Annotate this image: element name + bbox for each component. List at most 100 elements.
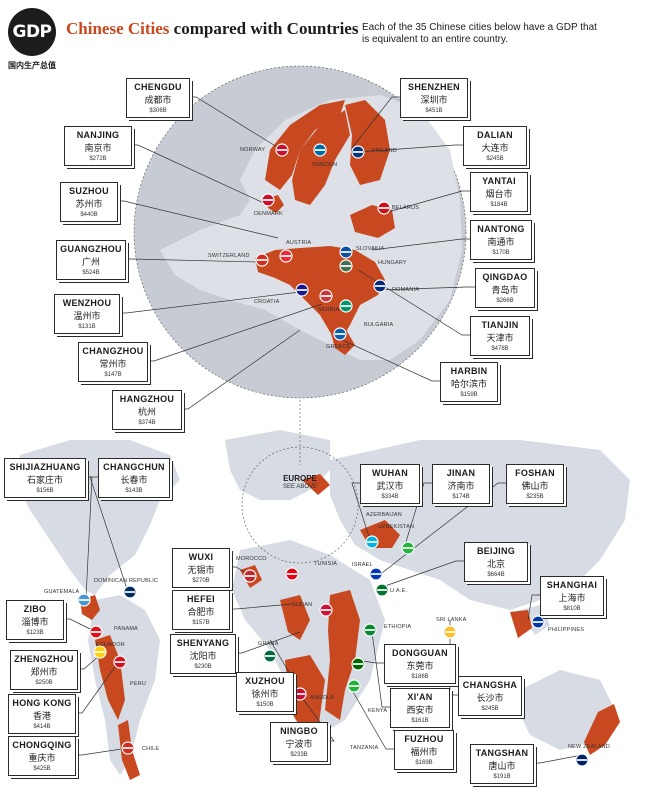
city-name-cn: 大连市 xyxy=(481,144,509,154)
city-card-harbin: HARBIN 哈尔滨市 $159B xyxy=(440,362,498,402)
country-label-morocco: MOROCCO xyxy=(236,556,267,562)
city-card-foshan: FOSHAN 佛山市 $235B xyxy=(506,464,564,504)
city-card-qingdao: QINGDAO 青岛市 $266B xyxy=(475,268,535,308)
country-label-ghana: GHANA xyxy=(258,641,279,647)
leader-line xyxy=(89,476,129,593)
city-name-en: JINAN xyxy=(446,468,476,478)
country-label-philippines: PHILIPPINES xyxy=(548,627,585,633)
city-name-cn: 长沙市 xyxy=(476,694,504,704)
city-gdp: $810B xyxy=(563,606,581,612)
leader-line xyxy=(371,238,470,251)
country-label-tanzania: TANZANIA xyxy=(350,745,379,751)
city-name-en: SHANGHAI xyxy=(546,580,598,590)
flag-stripe xyxy=(371,573,381,575)
country-label-azerbaijan: AZERBAIJAN xyxy=(366,512,402,518)
city-gdp: $191B xyxy=(493,774,511,780)
flag-stripe xyxy=(281,255,291,257)
city-name-en: HONG KONG xyxy=(12,698,72,708)
city-name-cn: 合肥市 xyxy=(187,608,215,618)
flag-stripe xyxy=(367,541,377,543)
flag-stripe xyxy=(349,685,359,687)
city-gdp: $478B xyxy=(491,346,509,352)
city-name-en: HARBIN xyxy=(450,366,488,376)
city-name-en: NANJING xyxy=(76,130,120,140)
country-label-ecuador: ECUADOR xyxy=(96,642,125,648)
city-name-cn: 东莞市 xyxy=(406,662,434,672)
city-name-en: ZIBO xyxy=(23,604,47,614)
city-gdp: $170B xyxy=(492,250,510,256)
country-label-austria: AUSTRIA xyxy=(286,240,312,246)
city-name-en: YANTAI xyxy=(482,176,516,186)
leader-line xyxy=(146,303,323,362)
city-gdp: $150B xyxy=(256,702,274,708)
city-card-xi-an: XI'AN 西安市 $161B xyxy=(390,688,450,728)
norway-shape xyxy=(265,100,345,190)
leader-line xyxy=(234,631,301,654)
city-name-cn: 长春市 xyxy=(120,476,148,486)
country-label-croatia: CROATIA xyxy=(254,299,280,305)
europe-label-title: EUROPE xyxy=(283,474,317,483)
city-name-en: WUXI xyxy=(188,552,214,562)
city-name-en: WUHAN xyxy=(372,468,408,478)
city-card-tianjin: TIANJIN 天津市 $478B xyxy=(470,316,530,356)
flag-stripe xyxy=(533,621,543,623)
city-name-cn: 温州市 xyxy=(73,312,101,322)
city-name-cn: 武汉市 xyxy=(376,482,404,492)
city-name-en: HANGZHOU xyxy=(119,394,175,404)
country-label-u-a-e-: U.A.E. xyxy=(390,588,408,594)
leader-line xyxy=(74,659,121,714)
city-gdp: $245B xyxy=(486,156,504,162)
city-name-cn: 济南市 xyxy=(447,482,475,492)
leader-line xyxy=(130,144,269,206)
flag-stripe xyxy=(115,661,125,663)
flag-stripe xyxy=(377,589,387,591)
city-card-jinan: JINAN 济南市 $174B xyxy=(432,464,490,504)
city-gdp: $272B xyxy=(89,156,107,162)
page-description: Each of the 35 Chinese cities below have… xyxy=(362,22,597,45)
flag-stripe xyxy=(341,305,351,307)
city-name-en: SHENZHEN xyxy=(408,82,460,92)
city-name-cn: 淄博市 xyxy=(21,618,49,628)
city-name-en: NANTONG xyxy=(477,224,525,234)
country-label-romania: ROMANIA xyxy=(392,287,420,293)
city-gdp: $174B xyxy=(452,494,470,500)
country-label-panama: PANAMA xyxy=(114,626,139,632)
city-name-en: CHENGDU xyxy=(134,82,182,92)
city-name-cn: 香港 xyxy=(32,712,51,722)
city-name-cn: 南通市 xyxy=(487,238,515,248)
leader-line xyxy=(62,618,93,631)
flag-stripe xyxy=(353,151,363,153)
leader-line xyxy=(76,654,101,670)
city-name-cn: 佛山市 xyxy=(521,482,549,492)
city-card-zibo: ZIBO 淄博市 $123B xyxy=(6,600,64,640)
flag-stripe xyxy=(295,693,305,695)
city-gdp: $143B xyxy=(125,488,143,494)
leader-line xyxy=(357,269,470,336)
flag-stripe xyxy=(315,149,325,151)
city-card-shenzhen: SHENZHEN 深圳市 $451B xyxy=(400,78,468,118)
city-name-cn: 唐山市 xyxy=(488,762,516,772)
city-card-wuxi: WUXI 无锡市 $270B xyxy=(172,548,230,588)
city-name-cn: 西安市 xyxy=(406,706,434,716)
city-card-shijiazhuang: SHIJIAZHUANG 石家庄市 $156B xyxy=(4,458,86,498)
city-card-suzhou: SUZHOU 苏州市 $440B xyxy=(60,182,118,222)
city-name-en: ZHENGZHOU xyxy=(14,654,74,664)
city-gdp: $374B xyxy=(138,420,156,426)
city-gdp: $156B xyxy=(36,488,54,494)
city-gdp: $334B xyxy=(381,494,399,500)
city-card-dongguan: DONGGUAN 东莞市 $186B xyxy=(384,644,456,684)
leader-line xyxy=(377,482,506,577)
flag-stripe xyxy=(95,651,105,653)
city-gdp: $524B xyxy=(82,270,100,276)
city-name-cn: 徐州市 xyxy=(251,690,279,700)
city-card-changsha: CHANGSHA 长沙市 $245B xyxy=(458,676,522,716)
city-name-en: XI'AN xyxy=(407,692,433,702)
city-name-en: CHANGSHA xyxy=(462,680,518,690)
city-gdp: $131B xyxy=(78,324,96,330)
country-label-guatemala: GUATEMALA xyxy=(44,589,80,595)
city-card-tangshan: TANGSHAN 唐山市 $191B xyxy=(470,744,534,784)
country-label-sweden: SWEDEN xyxy=(312,162,338,168)
gdp-logo: GDP xyxy=(8,8,56,56)
leader-line xyxy=(532,754,583,764)
